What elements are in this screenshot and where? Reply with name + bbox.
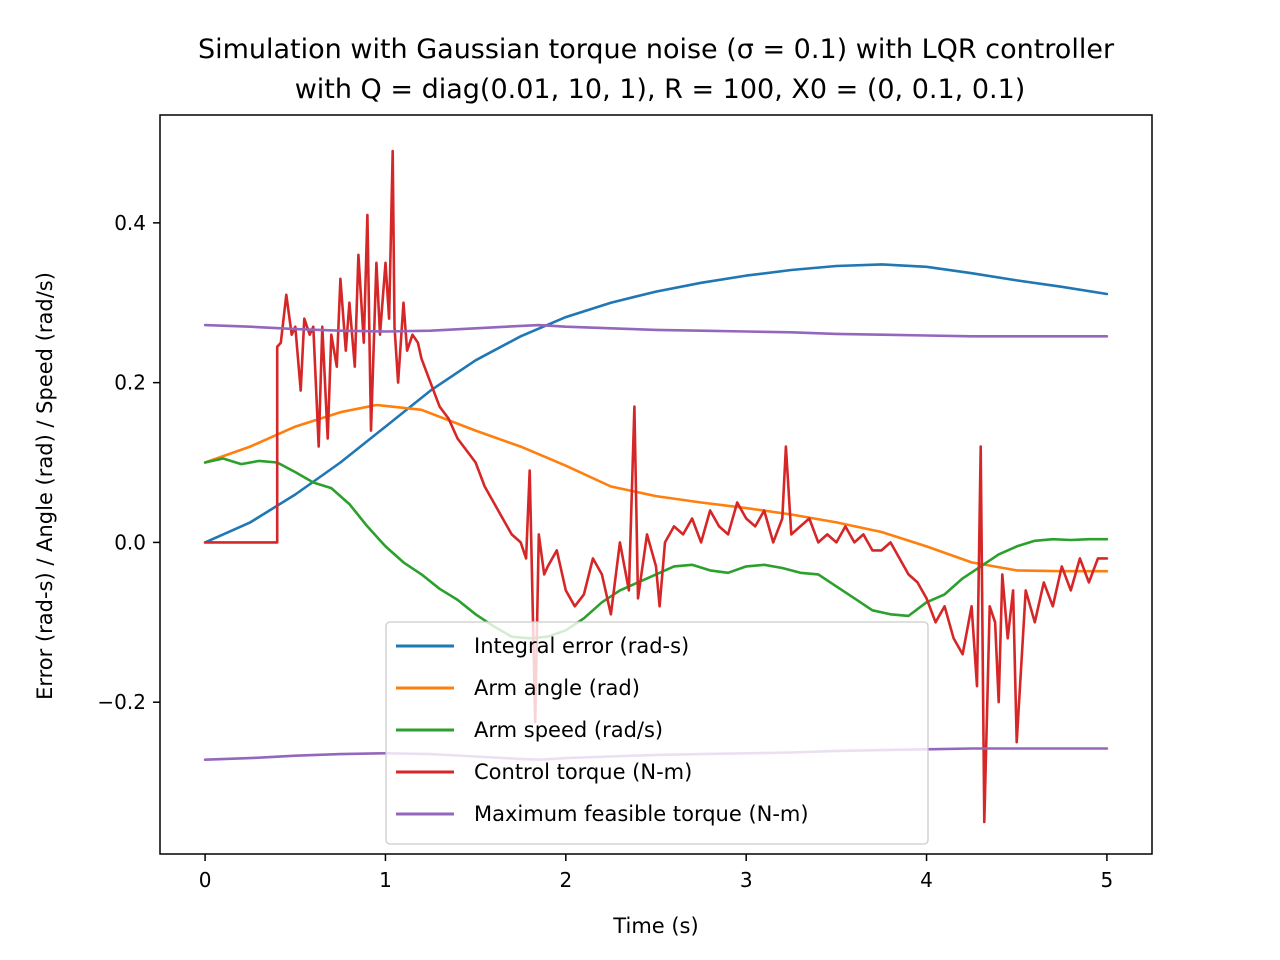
series-line-0 bbox=[203, 263, 1109, 544]
series-line-1 bbox=[203, 403, 1109, 573]
x-tick-label: 1 bbox=[379, 868, 392, 892]
y-tick-label: −0.2 bbox=[97, 690, 146, 714]
legend-label: Control torque (N-m) bbox=[474, 760, 692, 784]
legend-label: Maximum feasible torque (N-m) bbox=[474, 802, 809, 826]
y-tick-label: 0.2 bbox=[114, 371, 146, 395]
x-tick-label: 3 bbox=[740, 868, 753, 892]
x-tick-label: 5 bbox=[1101, 868, 1114, 892]
y-tick-label: 0.4 bbox=[114, 211, 146, 235]
x-tick-label: 2 bbox=[559, 868, 572, 892]
y-axis-label: Error (rad-s) / Angle (rad) / Speed (rad… bbox=[33, 272, 57, 700]
y-tick-label: 0.0 bbox=[114, 530, 146, 554]
legend-label: Integral error (rad-s) bbox=[474, 634, 689, 658]
chart-title-line-1: Simulation with Gaussian torque noise (σ… bbox=[198, 34, 1115, 65]
legend: Integral error (rad-s) Arm angle (rad) Arm… bbox=[385, 621, 929, 845]
x-tick-label: 4 bbox=[920, 868, 933, 892]
x-axis: 0 1 2 3 4 5 bbox=[199, 854, 1114, 892]
series-line-3 bbox=[203, 149, 1109, 824]
x-axis-label: Time (s) bbox=[612, 914, 698, 938]
legend-label: Arm speed (rad/s) bbox=[474, 718, 663, 742]
legend-box bbox=[385, 621, 929, 845]
legend-label: Arm angle (rad) bbox=[474, 676, 640, 700]
plot-frame bbox=[159, 114, 1153, 855]
series-line-4 bbox=[203, 323, 1109, 338]
x-tick-label: 0 bbox=[199, 868, 212, 892]
chart-title-line-2: with Q = diag(0.01, 10, 1), R = 100, X0 … bbox=[295, 74, 1026, 105]
y-axis: −0.2 0.0 0.2 0.4 bbox=[97, 211, 160, 714]
